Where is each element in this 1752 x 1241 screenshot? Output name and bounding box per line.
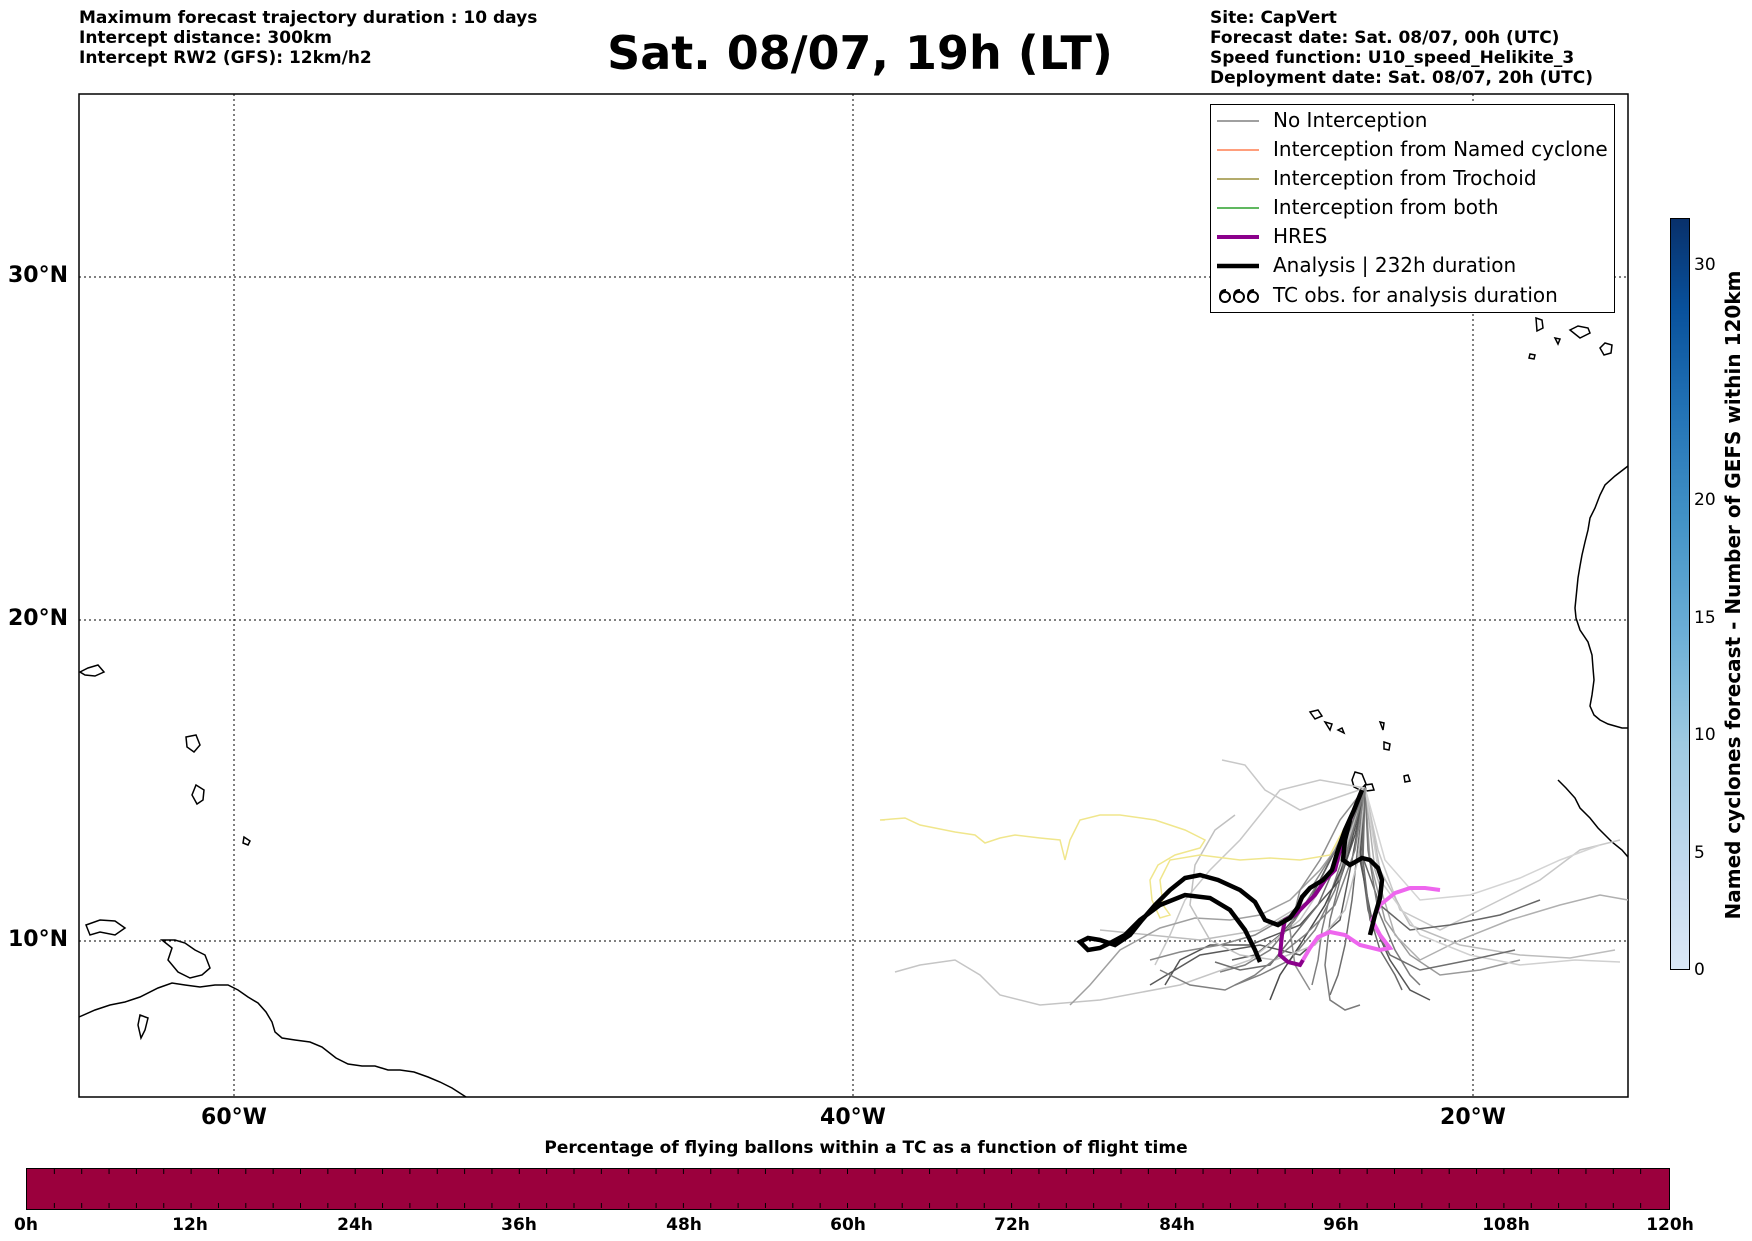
- lon-label-60w: 60°W: [201, 1105, 267, 1130]
- map-title: Sat. 08/07, 19h (LT): [607, 26, 1113, 80]
- south-america-coast: [78, 982, 467, 1098]
- guadeloupe-island: [185, 734, 201, 754]
- tc-symbol-icon: [1219, 289, 1259, 303]
- coast-fragment: [137, 1013, 149, 1041]
- legend-label: HRES: [1273, 224, 1328, 248]
- legend-item-named-cyclone: Interception from Named cyclone: [1211, 137, 1614, 161]
- legend-item-both: Interception from both: [1211, 195, 1614, 219]
- forecast-info-left: Maximum forecast trajectory duration : 1…: [79, 8, 537, 68]
- colorbar-tick-20: 20: [1694, 490, 1716, 510]
- lon-label-40w: 40°W: [820, 1105, 886, 1130]
- time-tick-96h: 96h: [1323, 1215, 1359, 1235]
- intercept-rw2-text: Intercept RW2 (GFS): 12km/h2: [79, 48, 372, 68]
- time-tick-36h: 36h: [501, 1215, 537, 1235]
- trinidad-island: [159, 939, 211, 979]
- trajectory-no-interception: [1361, 787, 1541, 931]
- coastlines: [78, 316, 1629, 1098]
- speed-function-text: Speed function: U10_speed_Helikite_3: [1210, 48, 1575, 68]
- analysis-trajectory-segment: [1340, 819, 1385, 936]
- legend-label: Interception from Named cyclone: [1273, 137, 1608, 161]
- legend-item-no-interception: No Interception: [1211, 108, 1614, 132]
- legend-label: Interception from Trochoid: [1273, 166, 1537, 190]
- colorbar-tick-5: 5: [1694, 843, 1705, 863]
- deployment-date-text: Deployment date: Sat. 08/07, 20h (UTC): [1210, 68, 1594, 88]
- lat-label-10n: 10°N: [8, 927, 69, 952]
- forecast-info-right: Site: CapVert Forecast date: Sat. 08/07,…: [1210, 8, 1593, 88]
- time-tick-24h: 24h: [337, 1215, 373, 1235]
- map-legend: No Interception Interception from Named …: [1210, 104, 1615, 313]
- colorbar-minor-ticks: [53, 1169, 1642, 1208]
- colorbar-tick-0: 0: [1694, 960, 1705, 980]
- flight-time-colorbar-label: Percentage of flying ballons within a TC…: [544, 1138, 1188, 1158]
- hres-trajectory-late: [1301, 886, 1441, 962]
- time-tick-84h: 84h: [1159, 1215, 1195, 1235]
- time-tick-60h: 60h: [830, 1215, 866, 1235]
- forecast-date-text: Forecast date: Sat. 08/07, 00h (UTC): [1210, 28, 1560, 48]
- legend-swatch: [1217, 120, 1259, 122]
- trajectory-yellow: [879, 807, 1356, 919]
- legend-label: Interception from both: [1273, 195, 1499, 219]
- caribbean-island: [85, 919, 127, 936]
- legend-item-analysis: Analysis | 232h duration: [1211, 253, 1614, 277]
- max-duration-text: Maximum forecast trajectory duration : 1…: [79, 8, 538, 28]
- time-tick-108h: 108h: [1482, 1215, 1530, 1235]
- colorbar-tick-30: 30: [1694, 255, 1716, 275]
- canary-islands: [1528, 316, 1613, 360]
- legend-item-trochoid: Interception from Trochoid: [1211, 166, 1614, 190]
- cape-verde-islands-north: [1308, 709, 1411, 792]
- legend-label: No Interception: [1273, 108, 1428, 132]
- legend-swatch: [1217, 149, 1259, 151]
- lon-label-20w: 20°W: [1440, 1105, 1506, 1130]
- lat-label-30n: 30°N: [8, 263, 69, 288]
- trajectory-no-interception: [1364, 787, 1421, 986]
- legend-label: TC obs. for analysis duration: [1273, 283, 1558, 307]
- colorbar-tick-15: 15: [1694, 608, 1716, 628]
- trajectory-no-interception: [1269, 787, 1366, 1001]
- cyclone-count-colorbar: [1670, 218, 1690, 970]
- legend-item-hres: HRES: [1211, 224, 1614, 248]
- analysis-trajectory: [1076, 789, 1365, 963]
- legend-swatch: [1217, 178, 1259, 180]
- trajectory-no-interception: [1189, 787, 1366, 961]
- trajectory-no-interception: [1329, 787, 1366, 996]
- legend-item-tc-obs: TC obs. for analysis duration: [1211, 283, 1614, 307]
- time-tick-0h: 0h: [14, 1215, 38, 1235]
- martinique-island: [191, 783, 205, 806]
- flight-time-colorbar: [26, 1168, 1670, 1210]
- trajectory-no-interception: [1164, 787, 1366, 986]
- trajectory-no-interception: [1364, 787, 1601, 901]
- lat-label-20n: 20°N: [8, 606, 69, 631]
- legend-label: Analysis | 232h duration: [1273, 253, 1517, 277]
- time-tick-72h: 72h: [994, 1215, 1030, 1235]
- africa-coast: [1574, 465, 1629, 729]
- time-tick-12h: 12h: [172, 1215, 208, 1235]
- site-text: Site: CapVert: [1210, 8, 1337, 28]
- legend-swatch: [1217, 207, 1259, 209]
- guinea-coast: [1557, 779, 1629, 858]
- barbados-island: [242, 835, 251, 846]
- colorbar-tick-10: 10: [1694, 725, 1716, 745]
- legend-swatch: [1217, 263, 1259, 269]
- colorbar-vertical-label: Named cyclones forecast - Number of GEFS…: [1721, 270, 1745, 920]
- time-tick-48h: 48h: [666, 1215, 702, 1235]
- trajectory-no-interception: [894, 787, 1366, 1006]
- antilles-island: [78, 664, 106, 677]
- intercept-distance-text: Intercept distance: 300km: [79, 28, 332, 48]
- time-tick-120h: 120h: [1646, 1215, 1694, 1235]
- trajectory-no-interception: [1221, 759, 1366, 811]
- legend-swatch: [1217, 235, 1259, 239]
